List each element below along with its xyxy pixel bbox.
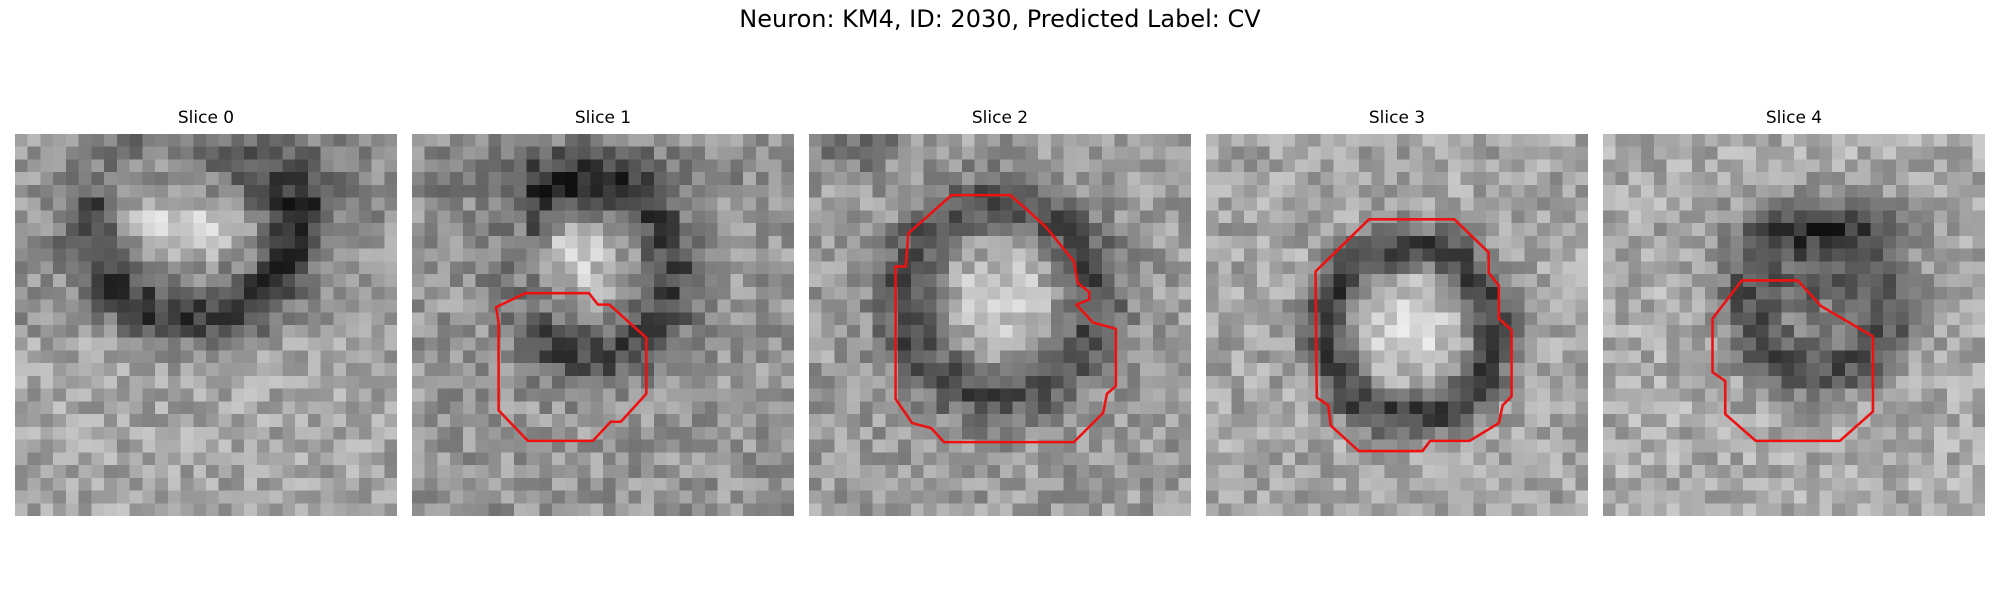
segmentation-outline: [894, 193, 1118, 444]
segmentation-outline: [1711, 279, 1875, 443]
slice-title: Slice 2: [971, 108, 1029, 128]
grayscale-pixels: [1603, 134, 1985, 516]
slice-title: Slice 0: [177, 108, 235, 128]
slice-image: [1206, 134, 1588, 516]
grayscale-pixels: [1206, 134, 1588, 516]
segmentation-outline: [494, 291, 648, 443]
slice-image: [1603, 134, 1985, 516]
grayscale-pixels: [412, 134, 794, 516]
figure-title: Neuron: KM4, ID: 2030, Predicted Label: …: [739, 5, 1261, 33]
slice-image: [412, 134, 794, 516]
slice-title: Slice 4: [1765, 108, 1823, 128]
grayscale-pixels: [15, 134, 397, 516]
slice-title: Slice 1: [574, 108, 632, 128]
slice-image: [809, 134, 1191, 516]
segmentation-outline: [1314, 218, 1513, 453]
slice-title: Slice 3: [1368, 108, 1426, 128]
grayscale-pixels: [809, 134, 1191, 516]
slice-image: [15, 134, 397, 516]
